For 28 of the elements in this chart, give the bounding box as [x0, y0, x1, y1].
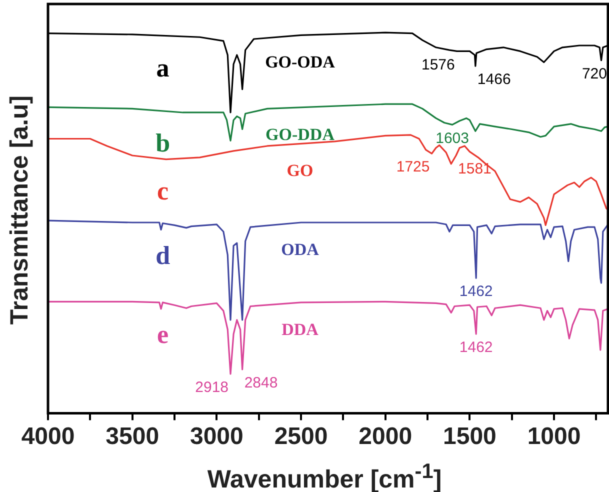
annotation: a	[156, 53, 170, 82]
x-tick-label: 3000	[190, 423, 244, 450]
series-label: ODA	[281, 240, 320, 259]
annotation: 1603	[436, 130, 469, 147]
annotation: 1725	[396, 158, 430, 176]
annotation: 1462	[459, 339, 493, 356]
annotation: 720	[582, 65, 607, 82]
x-tick-label: 2000	[358, 423, 412, 450]
annotation: 1462	[459, 283, 493, 300]
series-label: GO-ODA	[265, 52, 336, 72]
y-axis-title: Transmittance [a.u]	[6, 95, 34, 325]
series-label: DDA	[282, 320, 320, 339]
annotation: 2848	[244, 374, 278, 392]
annotation: 1576	[421, 56, 455, 74]
series-label: GO	[286, 161, 314, 180]
annotation: b	[156, 128, 170, 158]
x-tick-label: 1000	[527, 423, 581, 450]
x-tick-label: 4000	[21, 423, 75, 450]
annotation: 2918	[195, 379, 229, 396]
x-tick-label: 3500	[106, 423, 160, 450]
series-label: GO-DDA	[266, 124, 336, 144]
annotation: e	[157, 320, 169, 350]
annotation: d	[156, 240, 171, 270]
annotation: 1581	[458, 160, 492, 178]
x-tick-label: 2500	[274, 423, 328, 450]
annotation: c	[157, 176, 169, 206]
x-tick-label: 1500	[442, 423, 496, 450]
annotation: 1466	[477, 71, 511, 88]
